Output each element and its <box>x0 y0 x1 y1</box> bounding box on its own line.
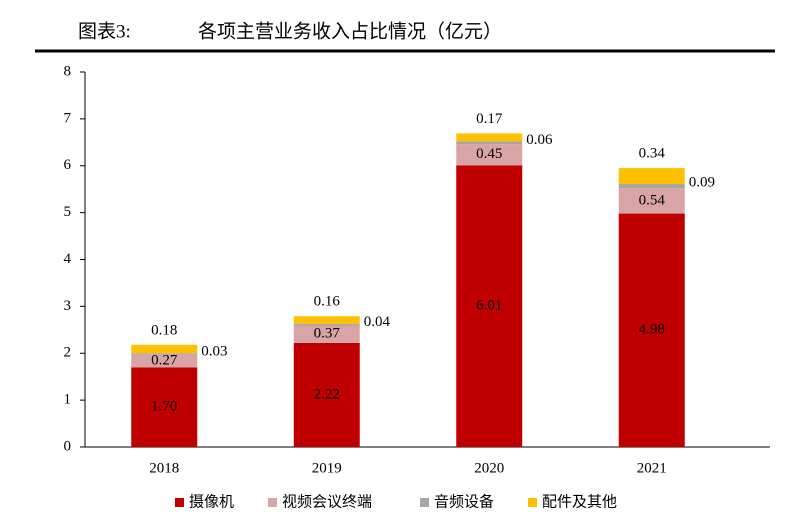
bar-segment <box>456 141 523 145</box>
y-tick-label: 0 <box>64 438 72 454</box>
bar-segment <box>131 353 198 355</box>
data-label: 0.54 <box>639 192 666 208</box>
bar-segment <box>293 325 360 343</box>
bar-segment <box>456 133 523 142</box>
data-label: 0.17 <box>476 111 503 127</box>
data-label: 0.18 <box>151 322 177 338</box>
bar-segment <box>131 367 198 447</box>
data-label: 0.27 <box>151 352 178 368</box>
x-tick-label: 2019 <box>312 460 342 476</box>
title-label: 图表3: <box>78 20 131 42</box>
legend-label: 配件及其他 <box>542 493 617 510</box>
data-label: 0.45 <box>476 146 502 162</box>
legend-label: 摄像机 <box>189 493 234 510</box>
legend-swatch <box>175 498 184 507</box>
y-tick-label: 8 <box>64 63 72 79</box>
bar-segment <box>293 323 360 326</box>
bar-segment <box>456 144 523 166</box>
legend-swatch <box>420 498 429 507</box>
legend-label: 视频会议终端 <box>282 493 372 510</box>
y-tick-label: 5 <box>64 204 72 220</box>
y-tick-label: 7 <box>64 110 72 126</box>
bar-segment <box>293 342 360 447</box>
y-tick-label: 1 <box>64 392 72 408</box>
data-label: 1.70 <box>151 399 177 415</box>
data-label: 0.37 <box>314 326 341 342</box>
data-label: 4.98 <box>639 322 665 338</box>
legend-swatch <box>528 498 537 507</box>
x-tick-label: 2021 <box>637 460 667 476</box>
bar-segment <box>131 344 198 354</box>
bar-segment <box>618 188 685 214</box>
x-tick-label: 2018 <box>149 460 179 476</box>
y-tick-label: 2 <box>64 345 72 361</box>
bar-segment <box>618 168 685 185</box>
bar-segment <box>131 354 198 368</box>
x-tick-label: 2020 <box>474 460 504 476</box>
y-tick-label: 3 <box>64 298 72 314</box>
bar-segment <box>293 316 360 324</box>
data-label: 0.34 <box>639 146 666 162</box>
data-label: 0.16 <box>314 294 341 310</box>
bar-segment <box>618 184 685 189</box>
bar-segment <box>456 165 523 447</box>
chart-title: 各项主营业务收入占比情况（亿元） <box>198 20 502 42</box>
data-label: 0.09 <box>689 174 715 190</box>
data-label: 0.06 <box>526 132 553 148</box>
y-tick-label: 4 <box>64 251 72 267</box>
bar-segment <box>618 213 685 447</box>
y-tick-label: 6 <box>64 157 72 173</box>
data-label: 6.01 <box>476 298 502 314</box>
legend-swatch <box>268 498 277 507</box>
data-label: 0.03 <box>201 344 227 360</box>
legend-label: 音频设备 <box>434 493 494 510</box>
data-label: 2.22 <box>314 386 340 402</box>
data-label: 0.04 <box>364 314 391 330</box>
